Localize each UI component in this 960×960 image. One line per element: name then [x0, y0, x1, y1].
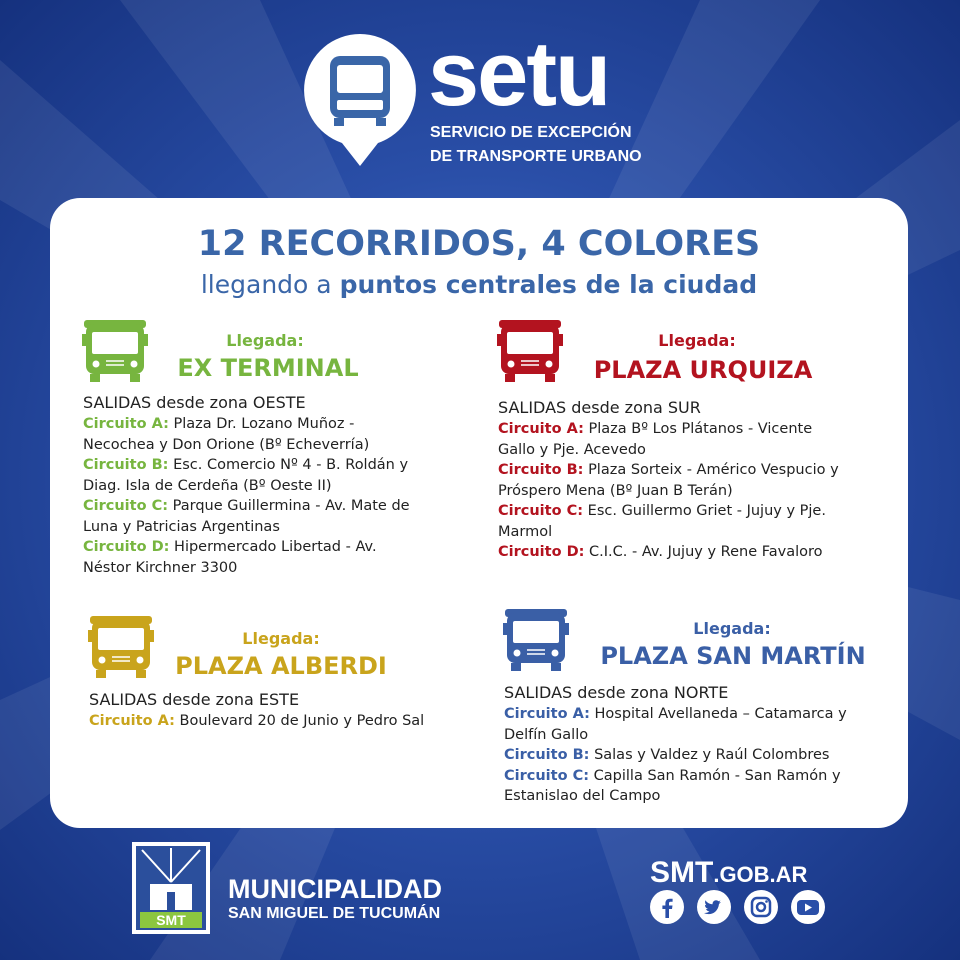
bus-icon [88, 616, 154, 678]
departures: SALIDAS desde zona OESTE [83, 393, 306, 412]
website[interactable]: SMT.GOB.AR [650, 856, 807, 890]
arrival-label: Llegada: [226, 331, 304, 350]
subtitle-emphasis: puntos centrales de la ciudad [339, 270, 758, 299]
circuit: Circuito C: Capilla San Ramón - San Ramó… [504, 766, 849, 807]
circuit-name: Circuito A: [504, 706, 590, 722]
badge: SMT [156, 912, 186, 928]
setu-logo-pin [304, 34, 416, 166]
circuit-name: Circuito B: [504, 747, 590, 763]
circuit-text: Parque Guillermina - Av. Mate de Luna y … [83, 498, 410, 535]
arrival-label: Llegada: [242, 629, 320, 648]
circuits: Circuito A: Hospital Avellaneda – Catama… [504, 704, 849, 807]
destination: PLAZA URQUIZA [593, 356, 813, 384]
circuit: Circuito B: Salas y Valdez y Raúl Colomb… [504, 745, 849, 766]
circuit-name: Circuito A: [89, 713, 175, 729]
circuit-text: Plaza Dr. Lozano Muñoz - Necochea y Don … [83, 416, 370, 453]
website-domain: .GOB.AR [713, 862, 808, 887]
circuit: Circuito A: Plaza Dr. Lozano Muñoz - Nec… [83, 414, 428, 455]
bus-icon [503, 609, 569, 671]
circuit-name: Circuito A: [498, 421, 584, 437]
destination: EX TERMINAL [177, 354, 359, 382]
website-main: SMT [650, 856, 714, 889]
circuit: Circuito A: Hospital Avellaneda – Catama… [504, 704, 849, 745]
social-icons [650, 890, 825, 924]
municipal-logo: SMT [132, 842, 210, 934]
subtitle-prefix: llegando a [200, 270, 332, 299]
departures: SALIDAS desde zona SUR [498, 398, 701, 417]
circuit-text: Boulevard 20 de Junio y Pedro Sal [179, 713, 425, 729]
card-subtitle: llegando a puntos centrales de la ciudad [50, 270, 908, 299]
circuit-text: Capilla San Ramón - San Ramón y Estanisl… [504, 767, 841, 805]
circuit: Circuito D: Hipermercado Libertad - Av. … [83, 537, 428, 578]
info-card [50, 198, 908, 828]
arrival-label: Llegada: [693, 619, 771, 638]
org-name: MUNICIPALIDAD [228, 874, 442, 904]
header-subtitle: SERVICIO DE EXCEPCIÓN [430, 124, 632, 141]
circuits: Circuito A: Plaza Bº Los Plátanos - Vice… [498, 419, 843, 563]
circuit: Circuito B: Plaza Sorteix - Américo Vesp… [498, 460, 843, 501]
circuit-text: C.I.C. - Av. Jujuy y Rene Favaloro [589, 544, 823, 560]
circuit-name: Circuito C: [498, 503, 584, 519]
circuit-text: Esc. Guillermo Griet - Jujuy y Pje. Marm… [498, 503, 826, 540]
facebook-icon[interactable] [650, 890, 684, 924]
circuits: Circuito A: Plaza Dr. Lozano Muñoz - Nec… [83, 414, 428, 578]
circuit: Circuito C: Esc. Guillermo Griet - Jujuy… [498, 501, 843, 542]
circuit-text: Salas y Valdez y Raúl Colombres [594, 747, 830, 763]
circuit-text: Plaza Sorteix - Américo Vespucio y Prósp… [498, 462, 839, 499]
circuit: Circuito A: Plaza Bº Los Plátanos - Vice… [498, 419, 843, 460]
bus-icon [497, 320, 563, 382]
brand: setu [428, 23, 611, 125]
circuit: Circuito D: C.I.C. - Av. Jujuy y Rene Fa… [498, 542, 843, 563]
departures: SALIDAS desde zona ESTE [89, 690, 300, 709]
arrival-label: Llegada: [658, 331, 736, 350]
destination: PLAZA ALBERDI [175, 652, 387, 680]
circuit-name: Circuito C: [83, 498, 169, 514]
twitter-icon[interactable] [697, 890, 731, 924]
circuit: Circuito A: Boulevard 20 de Junio y Pedr… [89, 711, 434, 732]
instagram-icon[interactable] [744, 890, 778, 924]
circuit-name: Circuito D: [83, 539, 170, 555]
org-city: SAN MIGUEL DE TUCUMÁN [228, 905, 441, 922]
card-title: 12 RECORRIDOS, 4 COLORES [197, 224, 761, 264]
destination: PLAZA SAN MARTÍN [600, 642, 866, 670]
circuit-name: Circuito B: [498, 462, 584, 478]
circuit: Circuito C: Parque Guillermina - Av. Mat… [83, 496, 428, 537]
circuit-name: Circuito C: [504, 767, 590, 784]
departures: SALIDAS desde zona NORTE [504, 683, 729, 702]
youtube-icon[interactable] [791, 890, 825, 924]
circuit-name: Circuito D: [498, 544, 585, 560]
circuit-text: Hospital Avellaneda – Catamarca y Delfín… [504, 706, 847, 743]
circuit-text: Esc. Comercio Nº 4 - B. Roldán y Diag. I… [83, 457, 409, 494]
circuit-text: Plaza Bº Los Plátanos - Vicente Gallo y … [498, 421, 813, 458]
bus-icon [82, 320, 148, 382]
circuit-text: Hipermercado Libertad - Av. Néstor Kirch… [83, 539, 377, 576]
circuit-name: Circuito B: [83, 457, 169, 473]
circuits: Circuito A: Boulevard 20 de Junio y Pedr… [89, 711, 434, 732]
circuit: Circuito B: Esc. Comercio Nº 4 - B. Rold… [83, 455, 428, 496]
header-subtitle: DE TRANSPORTE URBANO [430, 148, 642, 165]
circuit-name: Circuito A: [83, 416, 169, 432]
